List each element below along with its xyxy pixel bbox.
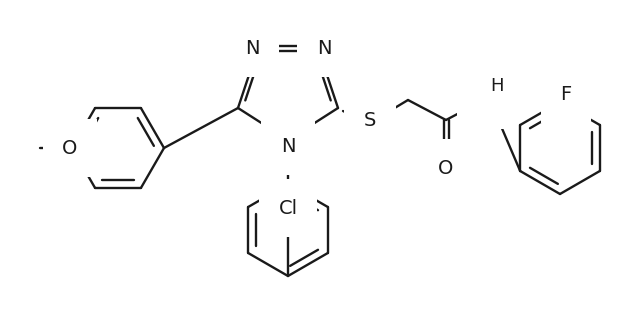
Text: H: H [490, 77, 504, 95]
Text: N: N [317, 38, 332, 57]
Text: O: O [62, 139, 77, 158]
Text: N: N [244, 38, 259, 57]
Text: N: N [281, 137, 295, 156]
Text: Cl: Cl [278, 198, 298, 217]
Text: O: O [438, 158, 454, 178]
Text: S: S [364, 111, 376, 130]
Text: F: F [561, 85, 572, 103]
Text: N: N [477, 90, 492, 109]
